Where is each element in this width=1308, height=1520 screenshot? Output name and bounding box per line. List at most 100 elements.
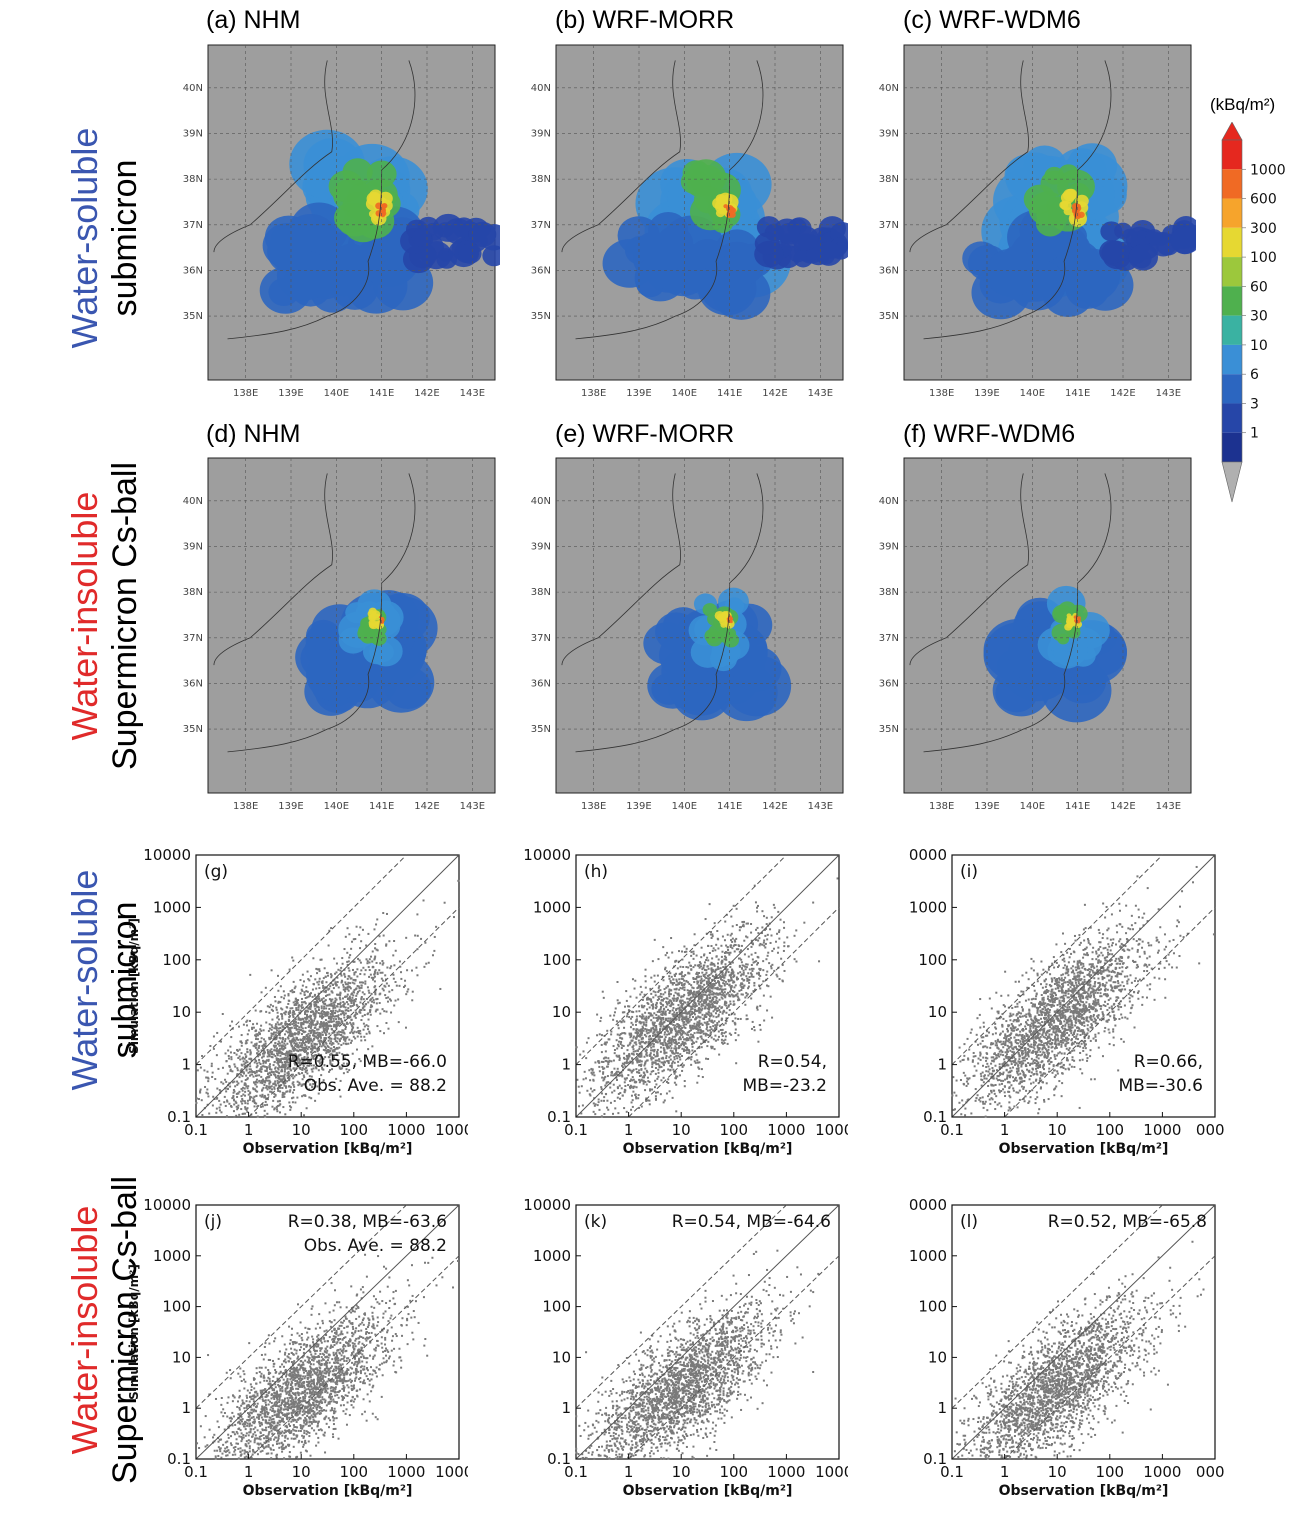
data-point bbox=[663, 1020, 666, 1023]
data-point bbox=[379, 1012, 382, 1015]
data-point bbox=[293, 1059, 296, 1062]
data-point bbox=[382, 962, 385, 965]
y-tick-label: 10 bbox=[172, 1003, 191, 1021]
data-point bbox=[301, 1095, 304, 1098]
data-point bbox=[211, 1075, 214, 1078]
data-point bbox=[284, 1058, 287, 1061]
data-point bbox=[274, 1031, 277, 1034]
data-point bbox=[366, 986, 369, 989]
lon-tick-label: 143E bbox=[460, 801, 485, 812]
data-point bbox=[702, 974, 705, 977]
data-point bbox=[644, 1018, 647, 1021]
data-point bbox=[283, 1042, 286, 1045]
data-point bbox=[367, 1048, 370, 1051]
data-point bbox=[264, 1081, 267, 1084]
data-point bbox=[669, 1069, 672, 1072]
data-point bbox=[381, 959, 384, 962]
data-point bbox=[292, 1077, 295, 1080]
data-point bbox=[249, 1057, 252, 1060]
data-point bbox=[411, 990, 414, 993]
data-point bbox=[664, 1041, 667, 1044]
data-point bbox=[302, 1036, 305, 1039]
data-point bbox=[324, 1056, 327, 1059]
data-point bbox=[308, 994, 311, 997]
data-point bbox=[742, 986, 745, 989]
data-point bbox=[354, 1009, 357, 1012]
data-point bbox=[264, 1115, 267, 1118]
data-point bbox=[293, 1056, 296, 1059]
data-point bbox=[708, 1004, 711, 1007]
data-point bbox=[625, 1062, 628, 1065]
data-point bbox=[281, 1041, 284, 1044]
data-point bbox=[637, 1059, 640, 1062]
scatter-plot-h: 0.10.1111010100100100010001000010000Obse… bbox=[523, 846, 848, 1157]
lat-tick-label: 39N bbox=[531, 541, 551, 552]
data-point bbox=[288, 1019, 291, 1022]
data-point bbox=[312, 1046, 315, 1049]
data-point bbox=[650, 1058, 653, 1061]
row-label-1-line2: submicron bbox=[106, 159, 144, 317]
data-point bbox=[646, 1032, 649, 1035]
map-grid bbox=[556, 458, 843, 793]
data-point bbox=[344, 995, 347, 998]
data-point bbox=[331, 1020, 334, 1023]
data-point bbox=[683, 993, 686, 996]
data-point bbox=[306, 1040, 309, 1043]
data-point bbox=[711, 983, 714, 986]
lat-tick-label: 35N bbox=[531, 724, 551, 735]
data-point bbox=[273, 1031, 276, 1034]
data-point bbox=[600, 1099, 603, 1102]
data-point bbox=[259, 1062, 262, 1065]
data-point bbox=[669, 972, 672, 975]
data-point bbox=[295, 1058, 298, 1061]
data-point bbox=[256, 1052, 259, 1055]
data-point bbox=[727, 978, 730, 981]
data-point bbox=[721, 1031, 724, 1034]
data-point bbox=[708, 1018, 711, 1021]
data-point bbox=[311, 1040, 314, 1043]
data-point bbox=[232, 1110, 235, 1113]
data-point bbox=[345, 1001, 348, 1004]
data-point bbox=[325, 1004, 328, 1007]
data-point bbox=[725, 944, 728, 947]
data-point bbox=[297, 1038, 300, 1041]
scatter-points bbox=[575, 877, 839, 1118]
data-point bbox=[313, 1054, 316, 1057]
data-point bbox=[371, 996, 374, 999]
data-point bbox=[669, 999, 672, 1002]
data-point bbox=[304, 1048, 307, 1051]
data-point bbox=[314, 1099, 317, 1102]
data-point bbox=[283, 1095, 286, 1098]
data-point bbox=[316, 1048, 319, 1051]
data-point bbox=[374, 1010, 377, 1013]
data-point bbox=[750, 953, 753, 956]
data-point bbox=[750, 939, 753, 942]
data-point bbox=[302, 1018, 305, 1021]
data-point bbox=[651, 1066, 654, 1069]
data-point bbox=[692, 952, 695, 955]
data-point bbox=[253, 1105, 256, 1108]
data-point bbox=[266, 1005, 269, 1008]
data-point bbox=[344, 1038, 347, 1041]
data-point bbox=[267, 1030, 270, 1033]
data-point bbox=[264, 1044, 267, 1047]
data-point bbox=[340, 981, 343, 984]
data-point bbox=[666, 997, 669, 1000]
data-point bbox=[628, 1015, 631, 1018]
data-point bbox=[311, 995, 314, 998]
data-point bbox=[719, 976, 722, 979]
data-point bbox=[317, 1060, 320, 1063]
data-point bbox=[662, 1018, 665, 1021]
data-point bbox=[328, 1021, 331, 1024]
data-point bbox=[346, 1036, 349, 1039]
data-point bbox=[340, 1010, 343, 1013]
data-point bbox=[282, 1075, 285, 1078]
data-point bbox=[276, 1061, 279, 1064]
data-point bbox=[233, 1103, 236, 1106]
data-point bbox=[710, 1012, 713, 1015]
data-point bbox=[346, 1053, 349, 1056]
data-point bbox=[195, 1097, 198, 1100]
data-point bbox=[302, 1059, 305, 1062]
data-point bbox=[297, 1008, 300, 1011]
data-point bbox=[699, 1011, 702, 1014]
